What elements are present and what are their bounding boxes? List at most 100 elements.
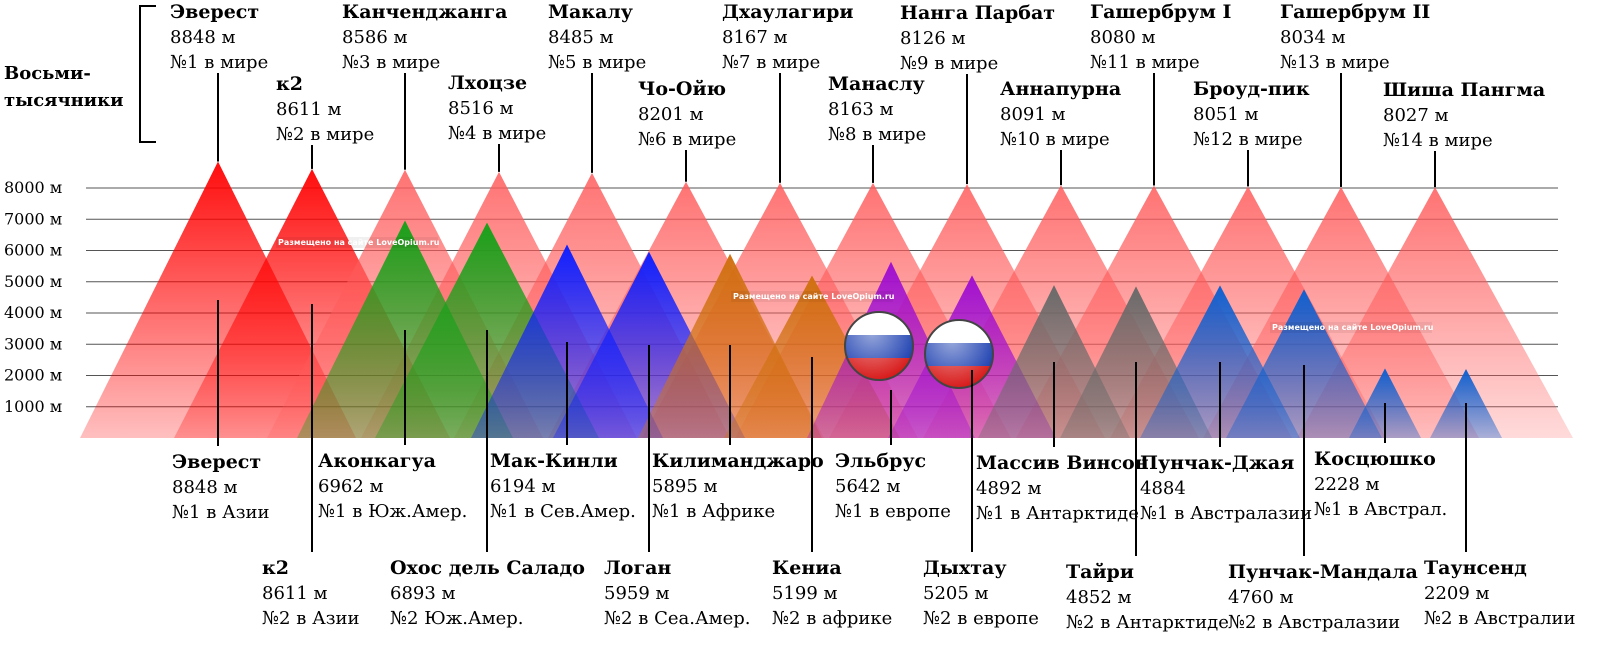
peak-name: Охос дель Саладо [390, 557, 585, 579]
peak-name: Броуд-пик [1193, 78, 1310, 100]
eight-thousander-label: Гашербрум II 8034 м №13 в мире [1280, 1, 1430, 73]
continental-peak-label: Аконкагуа 6962 м №1 в Юж.Амер. [318, 450, 467, 522]
continental-peak-label: Пунчак-Мандала 4760 м №2 в Австралазии [1228, 561, 1418, 633]
peak-name: Аконкагуа [318, 450, 436, 472]
peak-name: Пунчак-Мандала [1228, 561, 1418, 583]
title: Восьми- [4, 63, 91, 84]
peak-height: 8091 м [1000, 104, 1066, 125]
peak-height: 8167 м [722, 27, 788, 48]
y-tick-label: 5000 м [4, 272, 62, 291]
peak-name: Гашербрум II [1280, 1, 1430, 23]
eight-thousander-label: к2 8611 м №2 в мире [276, 73, 374, 145]
continental-peak-label: Мак-Кинли 6194 м №1 в Сев.Амер. [490, 450, 636, 522]
svg-text:Размещено на сайте LoveOpium.r: Размещено на сайте LoveOpium.ru [278, 238, 440, 247]
leader-lines-layer [217, 73, 1467, 556]
peak-height: 8586 м [342, 27, 408, 48]
continental-peak-label: Охос дель Саладо 6893 м №2 Юж.Амер. [390, 557, 585, 629]
peak-height: 6893 м [390, 583, 456, 604]
peak-height: 8611 м [262, 583, 328, 604]
eight-thousander-label: Броуд-пик 8051 м №12 в мире [1193, 78, 1310, 150]
peak-name: Логан [604, 557, 671, 579]
peak-rank: №11 в мире [1090, 52, 1200, 73]
continental-peak-label: к2 8611 м №2 в Азии [262, 557, 360, 629]
y-tick-label: 2000 м [4, 366, 62, 385]
eight-thousander-label: Гашербрум I 8080 м №11 в мире [1090, 1, 1231, 73]
continental-peak-label: Кениа 5199 м №2 в африке [772, 557, 892, 629]
peak-rank: №6 в мире [638, 129, 736, 150]
svg-text:Размещено на сайте LoveOpium.r: Размещено на сайте LoveOpium.ru [1272, 323, 1434, 332]
peak-height: 2209 м [1424, 583, 1490, 604]
peak-rank: №13 в мире [1280, 52, 1390, 73]
russia-flag-icon [924, 319, 994, 389]
peak-height: 5199 м [772, 583, 838, 604]
peak-name: Массив Винсон [976, 452, 1149, 474]
peak-rank: №1 в Азии [172, 502, 270, 523]
watermark: Размещено на сайте LoveOpium.ru [731, 291, 895, 302]
continental-peak-label: Пунчак-Джая 4884 №1 в Австралазии [1140, 452, 1312, 524]
peak-height: 5642 м [835, 476, 901, 497]
peak-height: 8201 м [638, 104, 704, 125]
peak-height: 8516 м [448, 98, 514, 119]
peak-name: Шиша Пангма [1383, 79, 1545, 101]
labels-layer: Эверест 8848 м №1 в мире к2 8611 м №2 в мире К… [170, 1, 1576, 633]
peak-rank: №2 в африке [772, 608, 892, 629]
peak-rank: №1 в Антарктиде [976, 503, 1139, 524]
continental-peak-label: Килиманджаро 5895 м №1 в Африке [652, 450, 824, 522]
russia-flag-icon [844, 311, 914, 381]
peak-name: Канченджанга [342, 1, 507, 23]
peak-name: Эверест [170, 1, 259, 23]
peak-rank: №2 в Азии [262, 608, 360, 629]
peak-rank: №5 в мире [548, 52, 646, 73]
eight-thousander-label: Макалу 8485 м №5 в мире [548, 1, 646, 73]
flags-layer [844, 311, 994, 389]
peak-height: 5205 м [923, 583, 989, 604]
title: тысячники [4, 90, 124, 111]
peak-height: 4760 м [1228, 587, 1294, 608]
peak-rank: №12 в мире [1193, 129, 1303, 150]
eight-thousander-label: Эверест 8848 м №1 в мире [170, 1, 268, 73]
peak-name: Эльбрус [835, 450, 926, 472]
title-bracket [139, 5, 156, 143]
peak-rank: №2 в Сеа.Амер. [604, 608, 750, 629]
y-tick-label: 3000 м [4, 334, 62, 353]
eight-thousander-label: Дхаулагири 8167 м №7 в мире [722, 1, 854, 73]
peak-rank: №7 в мире [722, 52, 820, 73]
peak-rank: №2 в мире [276, 124, 374, 145]
y-tick-label: 8000 м [4, 178, 62, 197]
peak-height: 8611 м [276, 99, 342, 120]
peak-name: Нанга Парбат [900, 2, 1055, 24]
peak-name: Дыхтау [923, 557, 1007, 579]
peak-rank: №1 в Австрал. [1314, 499, 1447, 520]
peak-rank: №2 в Австралии [1424, 608, 1576, 629]
peak-rank: №1 в Юж.Амер. [318, 501, 467, 522]
peak-height: 5895 м [652, 476, 718, 497]
peak-name: Эверест [172, 451, 261, 473]
continental-peak-label: Эверест 8848 м №1 в Азии [172, 451, 270, 523]
peak-rank: №4 в мире [448, 123, 546, 144]
eight-thousander-label: Чо-Ойю 8201 м №6 в мире [638, 78, 736, 150]
peak-rank: №1 в мире [170, 52, 268, 73]
peak-rank: №8 в мире [828, 124, 926, 145]
peak-name: Кениа [772, 557, 842, 579]
peak-name: Пунчак-Джая [1140, 452, 1294, 474]
continental-peak-label: Таунсенд 2209 м №2 в Австралии [1424, 557, 1576, 629]
peak-rank: №2 в Антарктиде [1066, 612, 1229, 633]
eight-thousander-label: Нанга Парбат 8126 м №9 в мире [900, 2, 1055, 74]
peak-rank: №2 в европе [923, 608, 1039, 629]
peak-name: Макалу [548, 1, 633, 23]
peak-height: 4884 [1140, 478, 1186, 499]
peak-height: 5959 м [604, 583, 670, 604]
peak-rank: №2 в Австралазии [1228, 612, 1400, 633]
peak-eight-thousander [1297, 187, 1573, 438]
y-tick-label: 6000 м [4, 241, 62, 260]
peak-height: 8485 м [548, 27, 614, 48]
peak-rank: №3 в мире [342, 52, 440, 73]
peak-name: Тайри [1066, 561, 1134, 583]
eight-thousander-label: Манаслу 8163 м №8 в мире [828, 73, 926, 145]
peak-height: 2228 м [1314, 474, 1380, 495]
peak-height: 6194 м [490, 476, 556, 497]
peak-height: 8027 м [1383, 105, 1449, 126]
continental-peak-label: Косцюшко 2228 м №1 в Австрал. [1314, 448, 1447, 520]
peak-height: 6962 м [318, 476, 384, 497]
